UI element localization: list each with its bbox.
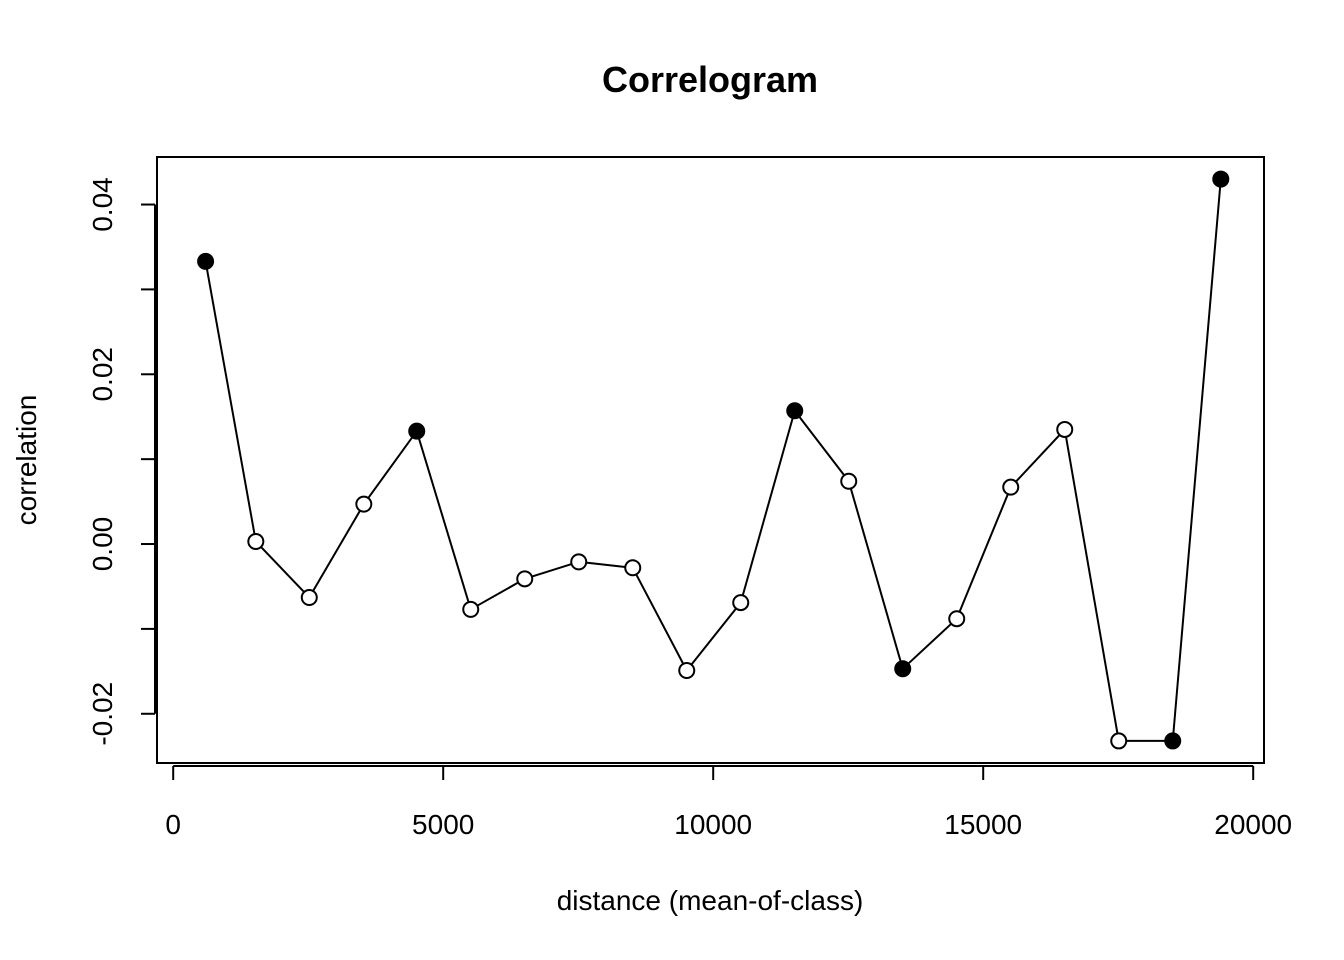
significant-point [197,252,215,270]
series-line-segment [417,438,470,603]
significant-point [1212,170,1230,188]
data-point [1110,732,1128,750]
data-point [948,610,966,628]
series-line-group [205,186,1222,742]
data-point [1056,420,1074,438]
series-line-segment [907,623,952,665]
x-tick-label: 5000 [412,809,474,840]
data-point [355,495,373,513]
data-point [840,472,858,490]
data-point [300,588,318,606]
data-point [570,553,588,571]
significant-point [894,660,912,678]
data-point [732,594,750,612]
y-tick-label: 0.02 [87,347,118,402]
series-line-segment [1065,436,1119,734]
plot-frame [156,156,1265,764]
x-axis: 0 5000 10000 15000 20000 [165,765,1292,840]
data-point [624,559,642,577]
data-point [516,570,534,588]
series-line-segment [367,436,414,499]
y-tick-label: -0.02 [87,682,118,746]
series-line-segment [312,510,361,592]
x-tick-label: 20000 [1214,809,1292,840]
y-axis: -0.02 0.00 0.02 0.04 [87,177,156,746]
data-point [247,532,265,550]
x-tick-label: 15000 [944,809,1022,840]
series-line-segment [476,581,519,607]
y-axis-label: correlation [11,395,42,526]
data-point [678,661,696,679]
y-tick-label: 0.04 [87,177,118,232]
series-line-segment [849,488,902,662]
x-axis-label: distance (mean-of-class) [557,885,864,916]
points-group [197,170,1230,750]
significant-point [786,402,804,420]
data-point [462,600,480,618]
series-line-segment [586,561,626,568]
series-line-segment [260,546,305,593]
series-line-segment [1172,186,1222,734]
series-line-segment [798,416,845,476]
significant-point [408,422,426,440]
series-line-segment [205,268,256,535]
chart-title: Correlogram [602,59,818,100]
x-tick-label: 0 [165,809,181,840]
series-line-segment [690,607,737,666]
significant-point [1164,732,1182,750]
x-tick-label: 10000 [674,809,752,840]
series-line-segment [635,573,685,665]
series-line-segment [741,417,794,596]
data-point [1002,478,1020,496]
series-line-segment [958,493,1009,613]
series-line-segment [1015,434,1061,483]
y-tick-label: 0.00 [87,517,118,572]
series-line-segment [531,563,572,578]
